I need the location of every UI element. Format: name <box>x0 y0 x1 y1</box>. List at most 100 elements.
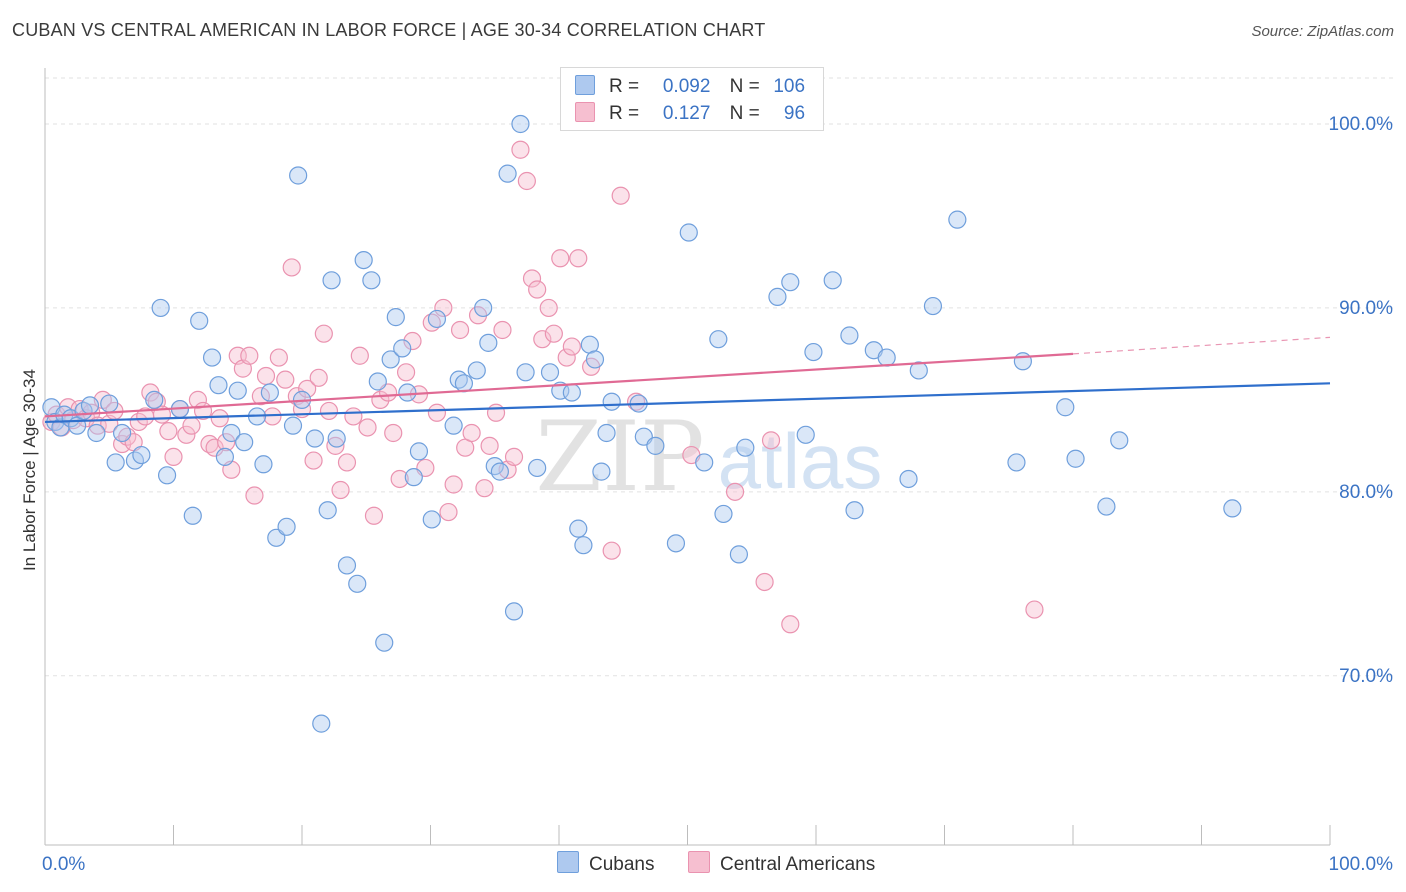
cubans-point <box>454 374 474 393</box>
central-americans-point <box>314 324 333 343</box>
cubans-point <box>840 326 859 345</box>
cubans-point <box>312 714 331 733</box>
cubans-point <box>151 298 170 318</box>
central-americans-point <box>217 433 236 452</box>
central-americans-point <box>331 480 350 500</box>
cubans-point <box>804 342 823 362</box>
cubans-point <box>679 223 698 242</box>
cubans-point <box>228 381 247 400</box>
y-tick-label: 90.0% <box>1339 298 1393 319</box>
cubans-point <box>504 602 524 621</box>
legend-row-cubans: R = 0.092 N = 106 <box>575 75 805 99</box>
cubans-point <box>409 442 429 461</box>
cubans-point <box>444 416 463 435</box>
cubans-point <box>375 633 394 652</box>
source-label: Source: ZipAtlas.com <box>1251 23 1394 40</box>
cubans-point <box>327 429 346 448</box>
cubans-point <box>602 392 621 411</box>
central-americans-point <box>539 298 558 318</box>
chart-title: CUBAN VS CENTRAL AMERICAN IN LABOR FORCE… <box>12 20 766 40</box>
central-americans-point <box>384 423 403 443</box>
r-value: 0.127 <box>662 103 711 124</box>
central-americans-point <box>205 438 224 457</box>
cubans-point <box>562 383 581 402</box>
cubans-point <box>337 556 357 575</box>
cubans-point <box>106 453 125 472</box>
central-americans-point <box>781 615 800 634</box>
central-americans-point <box>164 447 183 467</box>
watermark: ZIP atlas <box>535 401 882 513</box>
cubans-point <box>254 455 273 474</box>
cubans-point <box>190 311 209 330</box>
central-americans-point <box>319 401 339 421</box>
cubans-point <box>235 433 254 452</box>
y-tick-label: 80.0% <box>1339 482 1393 503</box>
cubans-point <box>768 287 787 306</box>
cubans-trend-line <box>44 382 1331 424</box>
central-americans-points <box>42 140 1044 634</box>
central-americans-point <box>611 186 630 205</box>
central-americans-point <box>427 403 447 422</box>
central-americans-point <box>493 320 512 340</box>
central-americans-trend-line <box>44 352 1074 418</box>
central-americans-point <box>761 431 781 450</box>
cubans-point <box>277 517 296 536</box>
cubans-point <box>1097 497 1116 516</box>
x-tick-label: 100.0% <box>1329 854 1394 875</box>
central-americans-point <box>182 416 201 435</box>
cubans-point <box>260 383 279 402</box>
cubans-point <box>80 396 100 415</box>
central-americans-point <box>517 171 536 191</box>
central-americans-point <box>1025 600 1044 619</box>
cubans-swatch <box>575 75 595 95</box>
central-americans-point <box>269 348 288 367</box>
n-value: 106 <box>773 76 806 97</box>
cubans-point <box>574 536 593 555</box>
central-americans-point <box>602 541 621 560</box>
central-americans-point <box>486 403 506 422</box>
central-americans-point <box>544 324 563 343</box>
cubans-point <box>923 296 943 316</box>
cubans-point <box>666 534 686 553</box>
cubans-point <box>528 458 547 478</box>
cubans-point <box>709 330 728 349</box>
y-axis-label: In Labor Force | Age 30-34 <box>20 369 39 571</box>
central-americans-point <box>528 280 547 299</box>
cubans-point <box>646 436 665 455</box>
central-americans-point <box>626 392 646 411</box>
cubans-point <box>729 545 749 564</box>
central-americans-point <box>434 298 453 318</box>
cubans-point <box>381 350 400 369</box>
cubans-point <box>479 333 498 352</box>
y-tick-label: 70.0% <box>1339 666 1393 687</box>
cubans-point <box>145 390 164 409</box>
cubans-point <box>404 468 423 487</box>
central-americans-point <box>557 348 576 367</box>
cubans-point <box>422 510 441 529</box>
n-label: N = <box>729 103 760 124</box>
cubans-point <box>540 363 560 382</box>
r-label: R = <box>609 76 640 97</box>
central-americans-point <box>364 506 384 525</box>
central-americans-point <box>251 387 270 406</box>
central-americans-point <box>439 502 458 522</box>
cubans-point <box>289 166 308 185</box>
cubans-point <box>215 447 234 467</box>
central-americans-point <box>358 418 377 437</box>
watermark-atlas: atlas <box>718 417 883 505</box>
central-americans-legend-label: Central Americans <box>720 854 876 875</box>
cubans-point <box>87 423 106 443</box>
tick-labels: 70.0% 80.0% 90.0% 100.0% 0.0% 100.0% <box>42 114 1393 875</box>
cubans-point <box>899 469 918 489</box>
x-tick-label: 0.0% <box>42 854 85 875</box>
cubans-point <box>516 363 535 382</box>
cubans-point <box>1013 352 1032 371</box>
legend-item-central-americans: Central Americans <box>688 851 875 876</box>
cubans-point <box>474 298 493 318</box>
central-americans-point <box>337 453 357 472</box>
cubans-point <box>393 339 412 358</box>
central-americans-point <box>444 475 463 494</box>
central-americans-point <box>245 486 264 505</box>
cubans-point <box>490 462 509 481</box>
